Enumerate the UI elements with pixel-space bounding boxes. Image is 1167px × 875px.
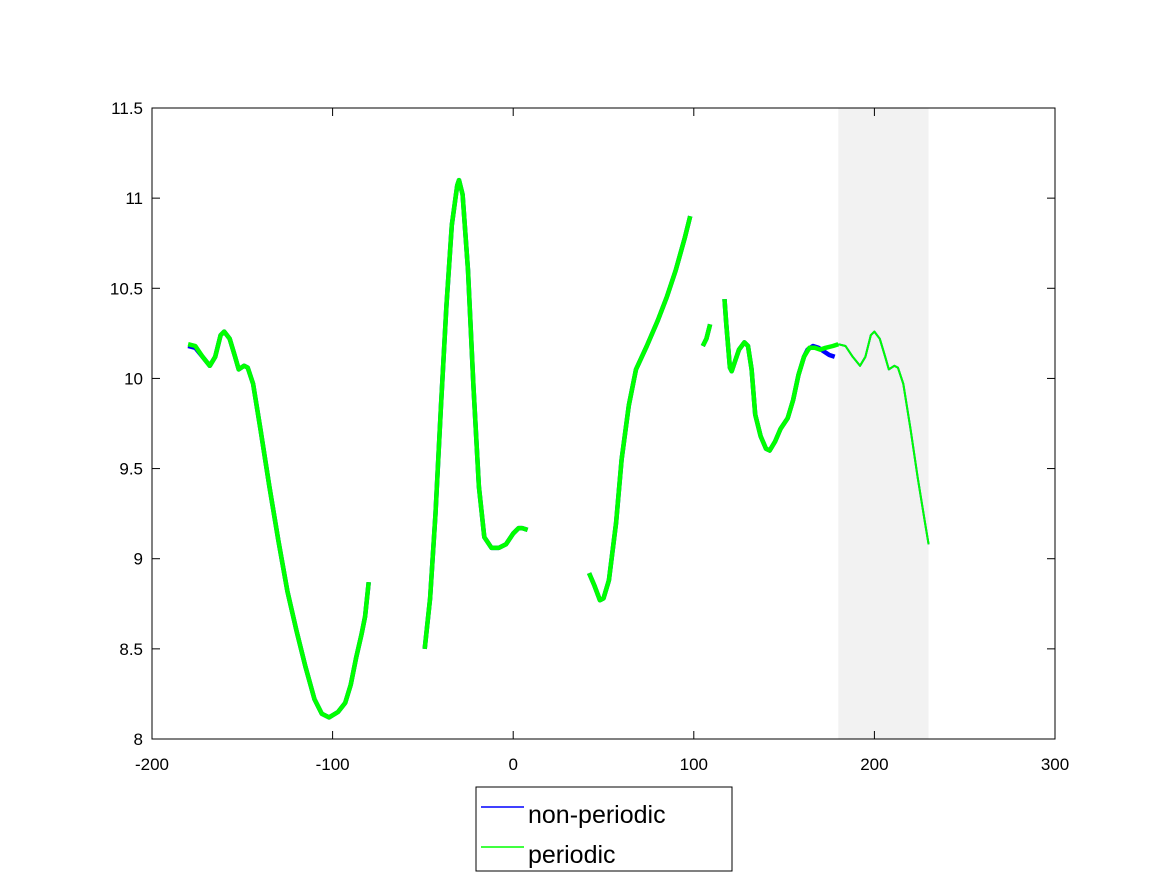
legend: non-periodic periodic (475, 786, 733, 872)
series-periodic-segment-0 (187, 329, 371, 720)
legend-box (475, 786, 733, 872)
series-periodic-segment-4 (722, 298, 840, 453)
x-tick-label: -100 (316, 755, 350, 774)
shaded-region-layer (838, 108, 929, 739)
y-tick-label: 9.5 (119, 460, 143, 479)
y-tick-label: 8.5 (119, 640, 143, 659)
y-tick-label: 10.5 (110, 279, 143, 298)
y-tick-label: 8 (134, 730, 143, 749)
series-periodic-segment-5 (838, 330, 930, 545)
y-tick-label: 9 (134, 550, 143, 569)
y-tick-label: 11.5 (111, 99, 143, 118)
series-periodic-segment-2 (587, 215, 693, 603)
x-tick-label: 0 (508, 755, 517, 774)
legend-label-periodic: periodic (528, 841, 616, 869)
tick-layer: -200 -100 0 100 200 300 8 8.5 9 9.5 10 10.5 11 11.5 (110, 99, 1069, 774)
legend-label-non-periodic: non-periodic (528, 801, 666, 829)
x-tick-label: 100 (680, 755, 708, 774)
axes-frame (151, 107, 1056, 740)
x-tick-label: 300 (1041, 755, 1069, 774)
series-layer (187, 177, 930, 720)
series-periodic-segment-3 (700, 323, 713, 348)
series-periodic-segment-1 (422, 177, 529, 650)
shaded-region (838, 108, 929, 739)
x-tick-label: -200 (135, 755, 169, 774)
y-tick-label: 10 (124, 369, 143, 388)
y-tick-label: 11 (125, 189, 143, 208)
x-tick-label: 200 (860, 755, 888, 774)
